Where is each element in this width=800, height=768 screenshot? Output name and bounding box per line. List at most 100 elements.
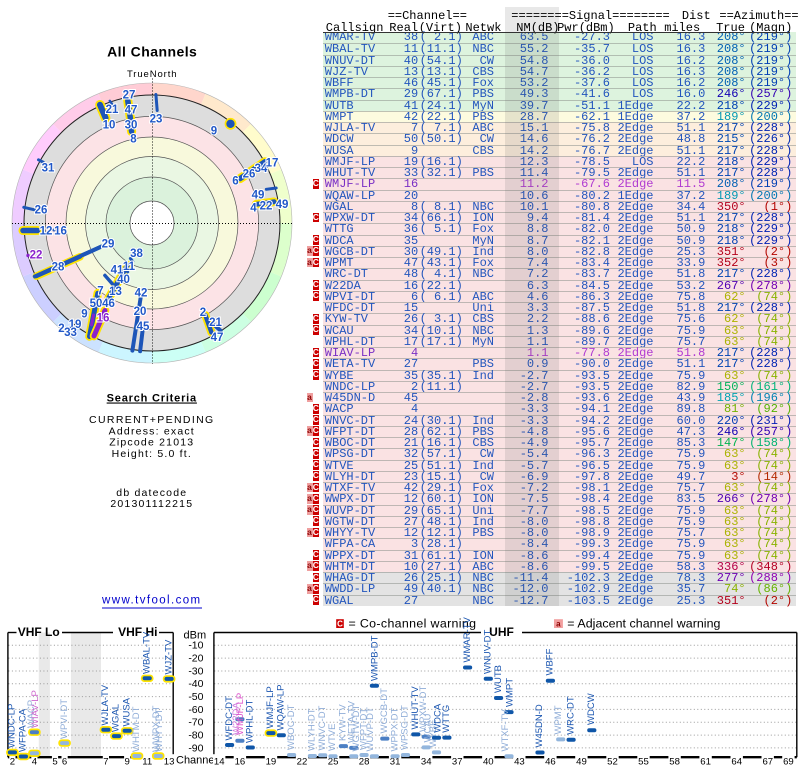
svg-text:16: 16 xyxy=(54,226,67,238)
svg-text:WJLA-TV: WJLA-TV xyxy=(100,684,111,725)
svg-text:WMAR-TV: WMAR-TV xyxy=(462,616,473,662)
svg-text:WHUT-TV: WHUT-TV xyxy=(410,686,421,730)
svg-text:WMPB-DT: WMPB-DT xyxy=(370,635,381,681)
svg-text:WJZ-TV: WJZ-TV xyxy=(163,639,174,674)
svg-text:40: 40 xyxy=(483,757,494,768)
svg-text:46: 46 xyxy=(102,298,115,310)
svg-text:-10: -10 xyxy=(188,640,203,652)
svg-text:2: 2 xyxy=(200,307,206,319)
svg-text:WDCA: WDCA xyxy=(433,703,444,733)
svg-text:WRC-DT: WRC-DT xyxy=(565,696,576,735)
svg-text:WPVI-DT: WPVI-DT xyxy=(59,699,70,739)
svg-text:38: 38 xyxy=(130,248,143,260)
svg-text:TrueNorth: TrueNorth xyxy=(127,69,178,80)
svg-text:-90: -90 xyxy=(188,742,203,754)
svg-text:WUVP-DT: WUVP-DT xyxy=(365,707,376,752)
svg-text:WPXW-DT: WPXW-DT xyxy=(418,686,429,732)
svg-text:7: 7 xyxy=(103,757,108,768)
svg-text:34: 34 xyxy=(255,163,268,175)
svg-text:49: 49 xyxy=(252,190,265,202)
svg-text:29: 29 xyxy=(102,239,115,251)
svg-text:2: 2 xyxy=(58,323,64,335)
svg-text:WPMT: WPMT xyxy=(553,705,564,734)
svg-text:9: 9 xyxy=(125,757,130,768)
svg-text:21: 21 xyxy=(106,104,119,116)
svg-text:WQAW-LP: WQAW-LP xyxy=(276,685,287,731)
svg-text:67: 67 xyxy=(762,757,773,768)
svg-text:11: 11 xyxy=(123,261,136,273)
svg-text:28: 28 xyxy=(359,757,370,768)
svg-text:KYW-TV: KYW-TV xyxy=(338,704,349,741)
svg-text:db datecode: db datecode xyxy=(116,487,187,499)
svg-text:W45DN-D: W45DN-D xyxy=(534,704,545,747)
svg-text:WLYH-DT: WLYH-DT xyxy=(307,708,318,751)
svg-text:2: 2 xyxy=(10,757,15,768)
svg-text:16: 16 xyxy=(235,757,246,768)
svg-text:11: 11 xyxy=(142,757,152,768)
svg-text:6: 6 xyxy=(232,176,238,188)
svg-text:49: 49 xyxy=(276,199,289,211)
svg-text:19: 19 xyxy=(69,319,82,331)
svg-text:VHF Lo: VHF Lo xyxy=(18,625,60,639)
svg-text:WYBE: WYBE xyxy=(428,720,439,748)
svg-text:4: 4 xyxy=(250,203,257,215)
svg-text:9: 9 xyxy=(81,309,87,321)
svg-text:Search Criteria: Search Criteria xyxy=(107,393,197,405)
svg-text:WPHL-DT: WPHL-DT xyxy=(244,700,255,743)
svg-text:Address: exact: Address: exact xyxy=(109,425,195,437)
svg-text:a: a xyxy=(556,620,561,629)
svg-text:28: 28 xyxy=(52,262,65,274)
svg-text:WETA-TV: WETA-TV xyxy=(347,700,358,743)
svg-text:WFDC-DT: WFDC-DT xyxy=(224,696,235,741)
svg-text:All Channels: All Channels xyxy=(107,43,197,59)
svg-text:33: 33 xyxy=(64,327,77,339)
svg-text:= Adjacent channel warning: = Adjacent channel warning xyxy=(567,617,720,631)
svg-text:WTVE: WTVE xyxy=(327,724,338,751)
svg-text:6: 6 xyxy=(62,757,67,768)
svg-text:52: 52 xyxy=(607,757,618,768)
svg-text:Zipcode 21013: Zipcode 21013 xyxy=(109,437,194,449)
svg-text:21: 21 xyxy=(209,317,222,329)
svg-text:34: 34 xyxy=(421,757,432,768)
svg-text:WTXF-TV: WTXF-TV xyxy=(500,709,511,752)
svg-text:CURRENT+PENDING: CURRENT+PENDING xyxy=(89,414,215,426)
svg-text:WMJF-LP: WMJF-LP xyxy=(265,686,276,728)
svg-text:31: 31 xyxy=(390,757,401,768)
svg-text:-40: -40 xyxy=(188,678,203,690)
svg-text:22: 22 xyxy=(297,757,308,768)
svg-text:25: 25 xyxy=(328,757,339,768)
svg-text:-50: -50 xyxy=(188,691,203,703)
svg-text:23: 23 xyxy=(150,114,163,126)
svg-text:26: 26 xyxy=(35,205,48,217)
svg-text:-30: -30 xyxy=(188,665,203,677)
svg-text:WMPT: WMPT xyxy=(505,678,516,707)
svg-text:-70: -70 xyxy=(188,717,203,729)
svg-text:-20: -20 xyxy=(188,653,203,665)
svg-text:WUTB: WUTB xyxy=(493,665,504,693)
svg-text:WGTW-DT: WGTW-DT xyxy=(351,705,362,752)
svg-text:22: 22 xyxy=(30,250,43,262)
svg-text:4: 4 xyxy=(32,757,38,768)
svg-text:8: 8 xyxy=(130,134,137,146)
svg-text:-60: -60 xyxy=(188,704,203,716)
svg-text:UHF: UHF xyxy=(489,625,514,639)
svg-text:Channel: Channel xyxy=(176,755,217,767)
svg-text:64: 64 xyxy=(731,757,742,768)
svg-text:26: 26 xyxy=(243,169,256,181)
svg-text:17: 17 xyxy=(266,158,279,170)
svg-text:40: 40 xyxy=(117,274,130,286)
svg-text:42: 42 xyxy=(135,288,148,300)
svg-text:55: 55 xyxy=(638,757,649,768)
svg-text:41: 41 xyxy=(111,265,124,277)
svg-text:WHYY-DT: WHYY-DT xyxy=(154,708,165,752)
svg-text:7: 7 xyxy=(97,286,103,298)
svg-text:27: 27 xyxy=(123,90,136,102)
svg-text:WBFF: WBFF xyxy=(545,648,556,675)
svg-text:WPPX-DT: WPPX-DT xyxy=(389,708,400,752)
svg-text:47: 47 xyxy=(125,105,138,117)
svg-text:37: 37 xyxy=(452,757,463,768)
svg-text:WNVC-DT: WNVC-DT xyxy=(317,705,328,750)
svg-text:20: 20 xyxy=(134,306,147,318)
svg-text:58: 58 xyxy=(669,757,680,768)
svg-text:13: 13 xyxy=(109,286,122,298)
